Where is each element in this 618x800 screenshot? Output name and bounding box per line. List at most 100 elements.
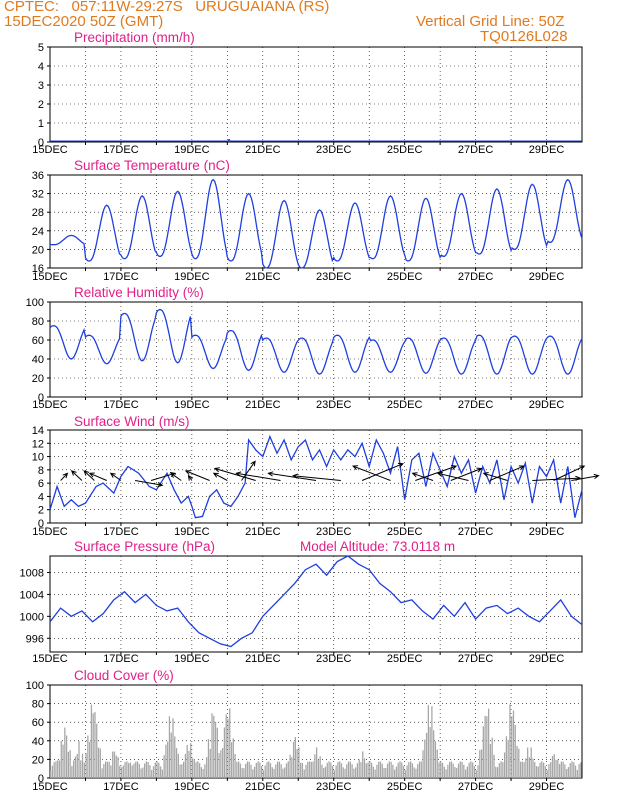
cloud-bar	[239, 763, 242, 778]
cloud-bar	[181, 764, 183, 778]
y-tick-label: 24	[32, 226, 44, 238]
cloud-bar	[477, 765, 479, 778]
cloud-bar	[76, 753, 78, 778]
cloud-bar	[179, 764, 181, 778]
cloud-bar	[323, 767, 325, 778]
cloud-bar	[237, 761, 240, 778]
cloud-bar	[126, 761, 128, 778]
cloud-bar	[353, 768, 355, 778]
cloud-bar	[537, 766, 539, 778]
cloud-bar	[518, 748, 520, 778]
wind-arrow	[436, 471, 469, 481]
cloud-bar	[316, 747, 318, 778]
wind-arrow	[170, 472, 182, 481]
cloud-bar	[285, 763, 288, 778]
cloud-bar	[358, 759, 360, 778]
wind-arrow	[187, 474, 194, 481]
cloud-bar	[156, 761, 158, 778]
cloud-bar	[558, 764, 561, 778]
cloud-bar	[103, 763, 105, 778]
x-tick-label: 17DEC	[103, 781, 139, 793]
cloud-bar	[420, 761, 422, 778]
cloud-bar	[296, 748, 298, 778]
cloud-bar	[413, 767, 415, 778]
x-tick-label: 29DEC	[529, 144, 565, 156]
cloud-bar	[434, 741, 437, 778]
cloud-bar	[62, 744, 64, 778]
cloud-bar	[294, 736, 296, 778]
cloud-bar	[328, 761, 330, 778]
y-tick-label: 32	[32, 189, 44, 201]
cloud-bar	[473, 766, 476, 778]
panel-title-0: Precipitation (mm/h)	[74, 30, 195, 45]
cloud-bar	[447, 764, 449, 778]
cloud-bar	[307, 761, 309, 778]
cloud-bar	[85, 753, 87, 778]
cloud-bar	[317, 760, 320, 778]
cloud-bar	[450, 761, 453, 778]
cloud-bar	[376, 764, 378, 778]
cloud-bar	[195, 762, 197, 778]
cloud-bar	[378, 761, 380, 778]
pressure-line	[49, 555, 583, 648]
wind-arrow	[352, 465, 391, 481]
cloud-bar	[388, 761, 390, 778]
cloud-bar	[464, 769, 467, 778]
x-tick-label: 15DEC	[32, 781, 68, 793]
cloud-bar	[64, 727, 66, 778]
x-tick-label: 19DEC	[174, 399, 210, 411]
cloud-bar	[119, 765, 121, 778]
cloud-bar	[411, 763, 414, 778]
cloud-bar	[229, 708, 231, 778]
cloud-bar	[289, 754, 291, 778]
y-tick-label: 1	[38, 118, 44, 130]
cloud-bar	[330, 762, 332, 778]
cloud-bar	[312, 761, 314, 778]
cloud-bar	[259, 762, 261, 778]
cloud-bar	[441, 762, 444, 778]
cloud-bar	[236, 761, 238, 778]
x-tick-label: 29DEC	[529, 653, 565, 665]
cloud-bar	[120, 767, 123, 778]
cloud-bar	[372, 766, 375, 778]
vertical-grid-note: Vertical Grid Line: 50Z	[416, 13, 565, 30]
cloud-bar	[165, 744, 167, 778]
cloud-bar	[271, 767, 273, 778]
wind-arrow	[135, 480, 164, 488]
x-tick-label: 19DEC	[174, 781, 210, 793]
cloud-bar	[363, 758, 366, 778]
x-tick-label: 17DEC	[103, 399, 139, 411]
cloud-bar	[356, 763, 359, 778]
cloud-bar	[190, 743, 192, 778]
cloud-bar	[115, 755, 117, 778]
x-tick-label: 21DEC	[245, 144, 281, 156]
cloud-bar	[177, 753, 179, 778]
cloud-bar	[184, 753, 187, 778]
cloud-bar	[521, 761, 523, 778]
cloud-bar	[197, 761, 199, 778]
wind-arrow	[361, 462, 404, 481]
x-tick-label: 27DEC	[458, 781, 494, 793]
cloud-bar	[355, 767, 357, 778]
wind-arrow	[415, 465, 458, 481]
cloud-bar	[339, 761, 341, 778]
cloud-bar	[480, 749, 483, 778]
cloud-bar	[395, 766, 398, 778]
cloud-bar	[135, 761, 137, 778]
panel-frame-1	[49, 174, 583, 269]
cloud-bar	[385, 768, 387, 778]
y-tick-label: 4	[38, 61, 44, 73]
cloud-bar	[51, 765, 54, 778]
cloud-bar	[74, 756, 77, 778]
cloud-bar	[209, 748, 211, 778]
y-tick-label: 20	[32, 244, 44, 256]
cloud-bar	[404, 770, 406, 778]
cloud-bar	[147, 762, 149, 778]
cloud-bar	[390, 761, 392, 778]
cloud-bar	[571, 761, 573, 778]
cloud-bar	[367, 762, 369, 778]
x-tick-label: 29DEC	[529, 526, 565, 538]
cloud-bars	[50, 704, 582, 778]
cloud-bar	[168, 716, 171, 778]
